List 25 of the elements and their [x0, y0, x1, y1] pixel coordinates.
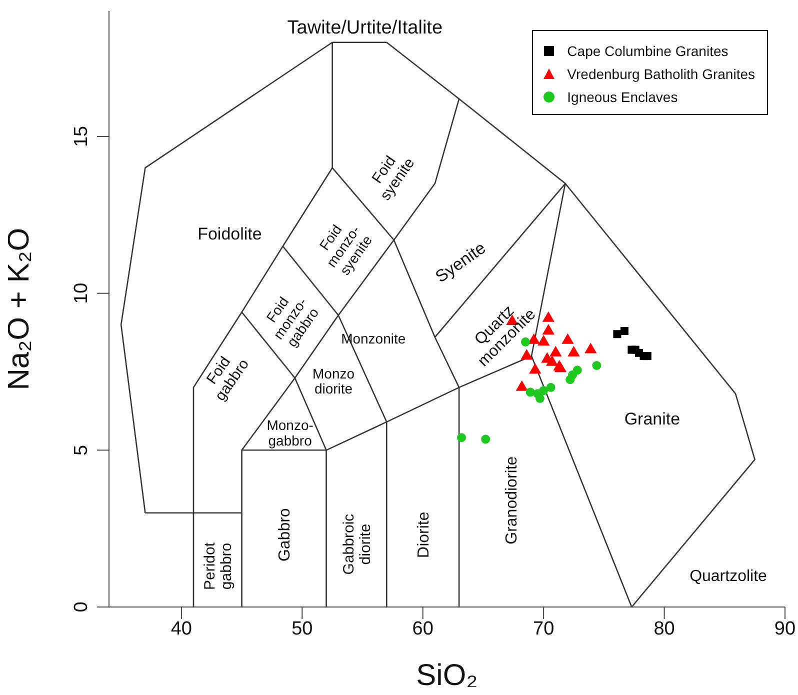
annotation: Quartzolite [690, 568, 768, 586]
annotation: Gabbroic diorite [340, 513, 374, 575]
x-tick-label: 90 [774, 618, 796, 640]
y-tick-label: 15 [71, 126, 92, 148]
x-tick-label: 70 [533, 618, 554, 640]
annotation: Foidolite [198, 224, 262, 244]
annotation: Diorite [415, 512, 432, 558]
annotation: Granodiorite [504, 456, 521, 544]
annotation: Peridot gabbro [202, 542, 236, 590]
legend-label: Vredenburg Batholith Granites [567, 66, 755, 82]
annotation: Tawite/Urtite/Italite [287, 17, 443, 38]
x-tick-label: 40 [170, 618, 192, 640]
annotation: Monzo diorite [312, 365, 355, 397]
legend-label: Cape Columbine Granites [567, 42, 728, 58]
annotation: Gabbro [276, 508, 294, 562]
x-tick-label: 50 [292, 618, 313, 640]
legend-label: Igneous Enclaves [567, 88, 678, 104]
y-tick-label: 0 [71, 602, 92, 612]
y-tick-label: 10 [71, 282, 92, 304]
x-tick-label: 80 [654, 618, 675, 640]
annotation: Granite [624, 410, 680, 429]
y-tick-label: 5 [71, 444, 92, 456]
y-axis-title: Na₂O + K₂O [2, 228, 36, 390]
annotation: Monzo- gabbro [266, 417, 314, 449]
x-tick-label: 60 [412, 618, 434, 640]
